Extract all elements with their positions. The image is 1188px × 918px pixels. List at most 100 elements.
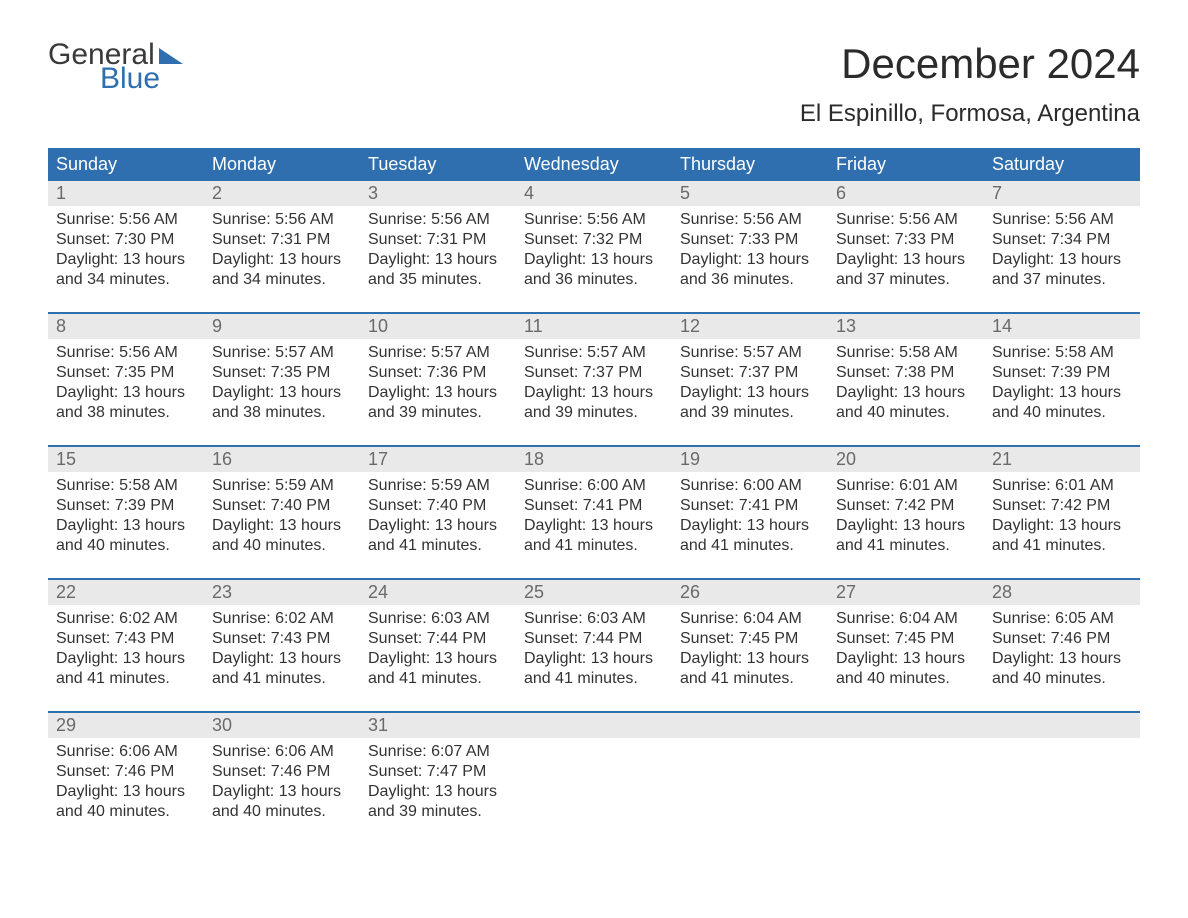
sunset-line: Sunset: 7:32 PM [524, 230, 664, 250]
day-cell: Sunrise: 6:02 AMSunset: 7:43 PMDaylight:… [204, 605, 360, 707]
sunset-line: Sunset: 7:46 PM [212, 762, 352, 782]
logo: General Blue [48, 40, 183, 94]
sunset-line: Sunset: 7:35 PM [212, 363, 352, 383]
daylight-line: Daylight: 13 hours and 40 minutes. [992, 649, 1132, 689]
sunrise-line: Sunrise: 6:02 AM [212, 609, 352, 629]
day-cell [672, 738, 828, 840]
day-cell: Sunrise: 5:57 AMSunset: 7:36 PMDaylight:… [360, 339, 516, 441]
sunset-line: Sunset: 7:31 PM [212, 230, 352, 250]
day-cell: Sunrise: 5:58 AMSunset: 7:39 PMDaylight:… [48, 472, 204, 574]
daylight-line: Daylight: 13 hours and 39 minutes. [524, 383, 664, 423]
daylight-line: Daylight: 13 hours and 41 minutes. [680, 516, 820, 556]
day-number-row: 293031 [48, 713, 1140, 738]
daylight-line: Daylight: 13 hours and 38 minutes. [56, 383, 196, 423]
sunrise-line: Sunrise: 5:56 AM [992, 210, 1132, 230]
daylight-line: Daylight: 13 hours and 41 minutes. [524, 516, 664, 556]
sunrise-line: Sunrise: 6:06 AM [212, 742, 352, 762]
weekday-header: Tuesday [360, 148, 516, 181]
day-cell: Sunrise: 6:01 AMSunset: 7:42 PMDaylight:… [828, 472, 984, 574]
page-header: General Blue December 2024 El Espinillo,… [48, 40, 1140, 142]
sunrise-line: Sunrise: 5:56 AM [836, 210, 976, 230]
day-cell: Sunrise: 5:58 AMSunset: 7:38 PMDaylight:… [828, 339, 984, 441]
sunrise-line: Sunrise: 5:57 AM [212, 343, 352, 363]
day-cell: Sunrise: 5:59 AMSunset: 7:40 PMDaylight:… [360, 472, 516, 574]
day-number: 12 [672, 314, 828, 339]
day-cell [828, 738, 984, 840]
day-content-row: Sunrise: 5:56 AMSunset: 7:30 PMDaylight:… [48, 206, 1140, 308]
sunset-line: Sunset: 7:46 PM [992, 629, 1132, 649]
day-number: 8 [48, 314, 204, 339]
sunset-line: Sunset: 7:34 PM [992, 230, 1132, 250]
sunset-line: Sunset: 7:45 PM [680, 629, 820, 649]
weekday-header: Thursday [672, 148, 828, 181]
sunrise-line: Sunrise: 5:58 AM [836, 343, 976, 363]
day-number: 9 [204, 314, 360, 339]
day-content-row: Sunrise: 6:06 AMSunset: 7:46 PM Daylight:… [48, 738, 1140, 840]
weekday-header-row: Sunday Monday Tuesday Wednesday Thursday… [48, 148, 1140, 181]
day-number: 14 [984, 314, 1140, 339]
calendar-week: 15161718192021Sunrise: 5:58 AMSunset: 7:… [48, 445, 1140, 574]
day-cell: Sunrise: 6:00 AMSunset: 7:41 PMDaylight:… [672, 472, 828, 574]
day-number [984, 713, 1140, 738]
daylight-line: Daylight: 13 hours and 40 minutes. [56, 782, 196, 822]
day-number: 28 [984, 580, 1140, 605]
daylight-line: Daylight: 13 hours and 40 minutes. [56, 516, 196, 556]
sunrise-line: Sunrise: 5:57 AM [524, 343, 664, 363]
day-number: 24 [360, 580, 516, 605]
daylight-line: Daylight: 13 hours and 40 minutes. [836, 383, 976, 423]
weekday-header: Wednesday [516, 148, 672, 181]
sunset-line: Sunset: 7:38 PM [836, 363, 976, 383]
day-number: 1 [48, 181, 204, 206]
sunset-line: Sunset: 7:41 PM [524, 496, 664, 516]
sunrise-line: Sunrise: 6:01 AM [992, 476, 1132, 496]
sunrise-line: Sunrise: 5:56 AM [56, 210, 196, 230]
day-number: 16 [204, 447, 360, 472]
day-number: 10 [360, 314, 516, 339]
weekday-header: Saturday [984, 148, 1140, 181]
sunset-line: Sunset: 7:42 PM [836, 496, 976, 516]
daylight-line: Daylight: 13 hours and 41 minutes. [680, 649, 820, 689]
sunset-line: Sunset: 7:40 PM [212, 496, 352, 516]
sunset-line: Sunset: 7:33 PM [680, 230, 820, 250]
day-number: 22 [48, 580, 204, 605]
daylight-line: Daylight: 13 hours and 36 minutes. [680, 250, 820, 290]
daylight-line: Daylight: 13 hours and 40 minutes. [836, 649, 976, 689]
sunrise-line: Sunrise: 5:59 AM [368, 476, 508, 496]
sunrise-line: Sunrise: 6:04 AM [836, 609, 976, 629]
sunset-line: Sunset: 7:47 PM [368, 762, 508, 782]
calendar-week: 891011121314Sunrise: 5:56 AMSunset: 7:35… [48, 312, 1140, 441]
sunrise-line: Sunrise: 5:56 AM [524, 210, 664, 230]
sunrise-line: Sunrise: 6:03 AM [368, 609, 508, 629]
day-cell: Sunrise: 5:57 AMSunset: 7:37 PMDaylight:… [516, 339, 672, 441]
sunset-line: Sunset: 7:40 PM [368, 496, 508, 516]
daylight-line: Daylight: 13 hours and 39 minutes. [368, 383, 508, 423]
sunset-line: Sunset: 7:41 PM [680, 496, 820, 516]
sunrise-line: Sunrise: 5:58 AM [992, 343, 1132, 363]
day-number: 17 [360, 447, 516, 472]
daylight-line: Daylight: 13 hours and 41 minutes. [524, 649, 664, 689]
sunset-line: Sunset: 7:43 PM [56, 629, 196, 649]
sunrise-line: Sunrise: 6:01 AM [836, 476, 976, 496]
day-cell: Sunrise: 5:57 AMSunset: 7:37 PMDaylight:… [672, 339, 828, 441]
day-number: 30 [204, 713, 360, 738]
day-cell: Sunrise: 6:03 AMSunset: 7:44 PMDaylight:… [516, 605, 672, 707]
daylight-line: Daylight: 13 hours and 36 minutes. [524, 250, 664, 290]
weekday-header: Sunday [48, 148, 204, 181]
daylight-line: Daylight: 13 hours and 41 minutes. [992, 516, 1132, 556]
daylight-line: Daylight: 13 hours and 41 minutes. [836, 516, 976, 556]
sunrise-line: Sunrise: 5:56 AM [368, 210, 508, 230]
daylight-line: Daylight: 13 hours and 41 minutes. [56, 649, 196, 689]
sunrise-line: Sunrise: 6:00 AM [680, 476, 820, 496]
sunset-line: Sunset: 7:44 PM [524, 629, 664, 649]
day-content-row: Sunrise: 5:58 AMSunset: 7:39 PMDaylight:… [48, 472, 1140, 574]
sunrise-line: Sunrise: 6:05 AM [992, 609, 1132, 629]
day-number: 4 [516, 181, 672, 206]
daylight-line: Daylight: 13 hours and 41 minutes. [368, 649, 508, 689]
calendar-week: 1234567Sunrise: 5:56 AMSunset: 7:30 PMDa… [48, 181, 1140, 308]
sunrise-line: Sunrise: 5:57 AM [368, 343, 508, 363]
day-number: 23 [204, 580, 360, 605]
sunset-line: Sunset: 7:35 PM [56, 363, 196, 383]
day-cell: Sunrise: 5:56 AMSunset: 7:31 PMDaylight:… [204, 206, 360, 308]
day-number: 25 [516, 580, 672, 605]
day-cell: Sunrise: 6:03 AMSunset: 7:44 PMDaylight:… [360, 605, 516, 707]
